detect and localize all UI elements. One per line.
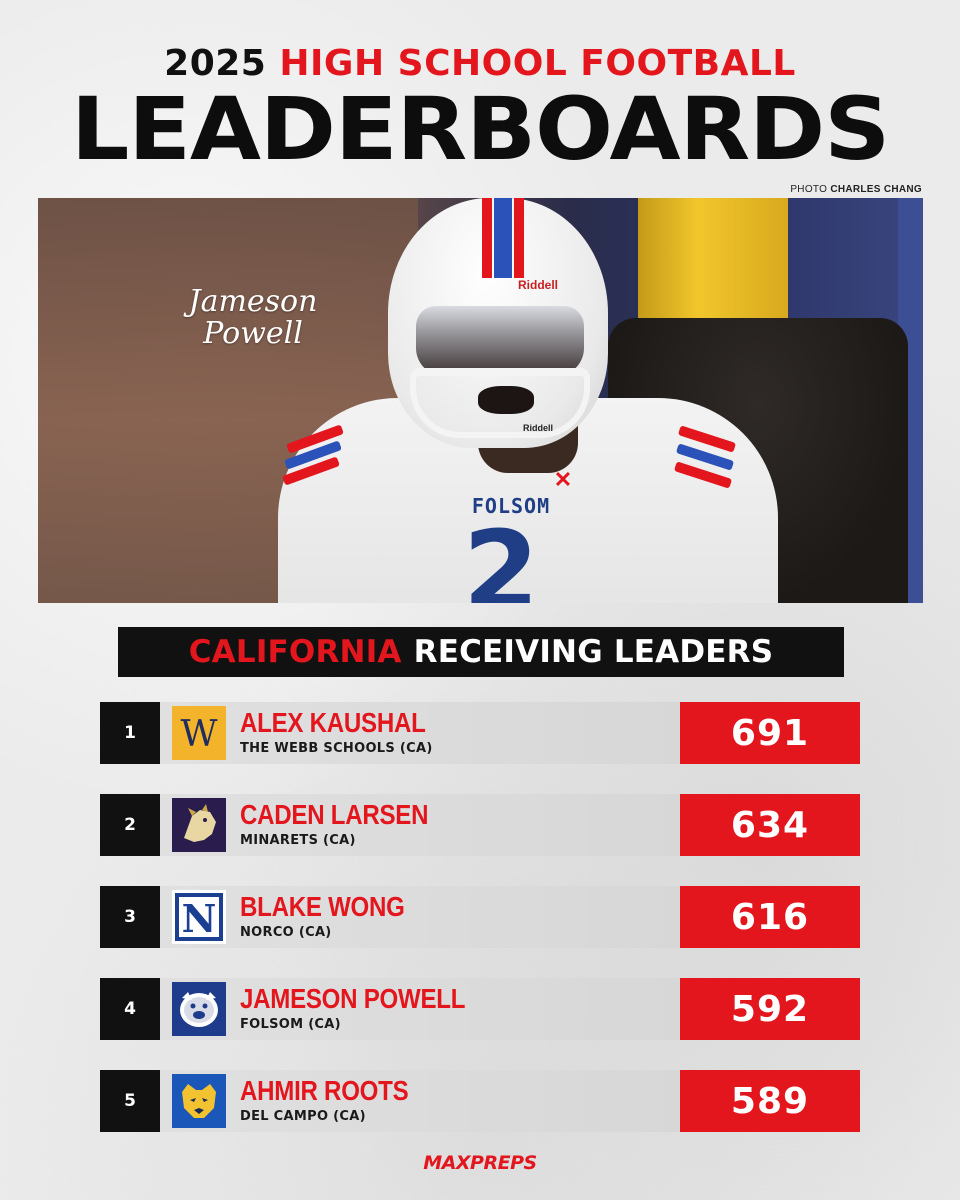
player-mouth — [478, 386, 534, 414]
leader-info: N BLAKE WONG NORCO (CA) — [160, 886, 680, 948]
header-subtitle-accent: HIGH SCHOOL FOOTBALL — [279, 43, 796, 84]
leader-info: W ALEX KAUSHAL THE WEBB SCHOOLS (CA) — [160, 702, 680, 764]
del-campo-cougar-logo — [172, 1074, 226, 1128]
receiving-yards: 691 — [680, 702, 860, 764]
header-year: 2025 — [164, 43, 267, 84]
header-subtitle: 2025 HIGH SCHOOL FOOTBALL — [0, 40, 960, 88]
player-name: BLAKE WONG — [240, 891, 405, 922]
school-name: NORCO (CA) — [240, 925, 332, 940]
facemask-brand: Riddell — [522, 423, 553, 433]
svg-text:W: W — [180, 714, 217, 755]
player-name: AHMIR ROOTS — [240, 1075, 409, 1106]
helmet-visor — [416, 306, 584, 376]
folsom-bulldog-logo — [172, 982, 226, 1036]
rank-number: 2 — [100, 794, 160, 856]
svg-text:N: N — [182, 896, 217, 941]
rank-number: 3 — [100, 886, 160, 948]
leader-info: AHMIR ROOTS DEL CAMPO (CA) — [160, 1070, 680, 1132]
webb-schools-logo: W — [172, 706, 226, 760]
helmet-stripe-red — [482, 198, 492, 278]
leader-row: 2 CADEN LARSEN MINARETS (CA) 634 — [100, 794, 860, 856]
leader-row: 4 JAMESON POWELL FOLSOM (CA) 592 — [100, 978, 860, 1040]
player-name: ALEX KAUSHAL — [240, 707, 426, 738]
school-name: DEL CAMPO (CA) — [240, 1109, 366, 1124]
school-name: MINARETS (CA) — [240, 833, 356, 848]
under-armour-icon: ✕ — [553, 467, 573, 492]
jersey-team-name: FOLSOM — [471, 494, 551, 518]
page-title: LEADERBOARDS — [70, 80, 890, 180]
leader-info: CADEN LARSEN MINARETS (CA) — [160, 794, 680, 856]
leader-row: 5 AHMIR ROOTS DEL CAMPO (CA) 589 — [100, 1070, 860, 1132]
goalpost — [638, 198, 788, 333]
photo-credit-prefix: PHOTO — [790, 184, 828, 195]
face-mask — [410, 368, 590, 438]
section-title: RECEIVING LEADERS — [413, 634, 774, 670]
section-banner: CALIFORNIA RECEIVING LEADERS — [118, 627, 844, 677]
player-name: JAMESON POWELL — [240, 983, 466, 1014]
leader-row: 3 N BLAKE WONG NORCO (CA) 616 — [100, 886, 860, 948]
leader-row: 1 W ALEX KAUSHAL THE WEBB SCHOOLS (CA) 6… — [100, 702, 860, 764]
rank-number: 4 — [100, 978, 160, 1040]
helmet-stripe-red-2 — [514, 198, 524, 278]
player-photo: Riddell Riddell ✕ FOLSOM 2 Jameson Powel… — [38, 198, 923, 603]
receiving-yards: 634 — [680, 794, 860, 856]
school-name: THE WEBB SCHOOLS (CA) — [240, 741, 433, 756]
player-signature: Jameson Powell — [188, 284, 318, 351]
photo-credit: PHOTO CHARLES CHANG — [790, 184, 922, 195]
school-name: FOLSOM (CA) — [240, 1017, 341, 1032]
receiving-yards: 592 — [680, 978, 860, 1040]
rank-number: 1 — [100, 702, 160, 764]
minarets-mustang-logo — [172, 798, 226, 852]
receiving-yards: 589 — [680, 1070, 860, 1132]
helmet-stripe-blue — [494, 198, 512, 278]
jersey-number: 2 — [462, 507, 540, 603]
maxpreps-logo: MAXPREPS — [423, 1152, 537, 1174]
leader-info: JAMESON POWELL FOLSOM (CA) — [160, 978, 680, 1040]
section-state: CALIFORNIA — [188, 634, 402, 670]
photo-credit-name: CHARLES CHANG — [830, 184, 922, 195]
norco-n-logo: N — [172, 890, 226, 944]
helmet-brand: Riddell — [517, 278, 558, 292]
player-name: CADEN LARSEN — [240, 799, 429, 830]
receiving-yards: 616 — [680, 886, 860, 948]
rank-number: 5 — [100, 1070, 160, 1132]
